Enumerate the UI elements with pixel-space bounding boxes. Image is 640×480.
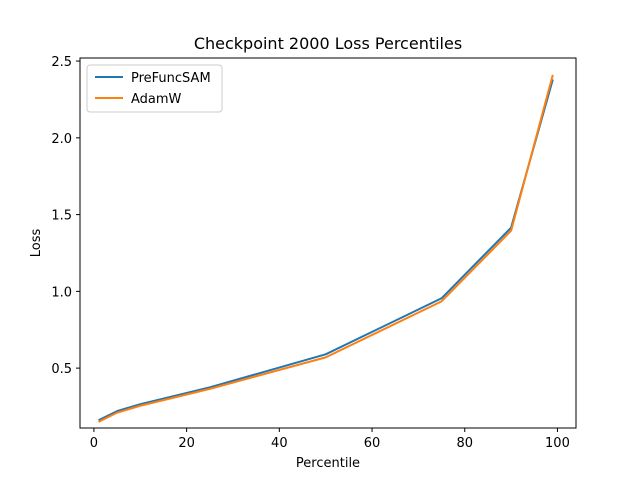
- plot-lines: [98, 74, 554, 423]
- x-tick-label: 40: [271, 436, 288, 451]
- series-line-adamw: [98, 74, 554, 423]
- plot-area-frame: [79, 57, 577, 429]
- legend-label-adamw: AdamW: [131, 92, 182, 107]
- x-tick-label: 0: [90, 436, 98, 451]
- x-tick-label: 60: [364, 436, 381, 451]
- x-tick-label: 80: [456, 436, 473, 451]
- y-tick-label: 0.5: [51, 362, 72, 377]
- y-axis-ticks: 0.5 1.0 1.5 2.0 2.5: [51, 55, 80, 377]
- legend: PreFuncSAM AdamW: [86, 64, 223, 113]
- chart-title: Checkpoint 2000 Loss Percentiles: [194, 34, 462, 53]
- series-line-prefuncsam: [98, 79, 554, 422]
- y-tick-label: 1.5: [51, 209, 72, 224]
- legend-label-prefuncsam: PreFuncSAM: [131, 71, 211, 86]
- y-tick-label: 2.5: [51, 55, 72, 70]
- x-axis-ticks: 0 20 40 60 80 100: [90, 428, 570, 451]
- y-tick-label: 1.0: [51, 285, 72, 300]
- x-tick-label: 100: [545, 436, 570, 451]
- y-tick-label: 2.0: [51, 132, 72, 147]
- x-tick-label: 20: [178, 436, 195, 451]
- y-axis-label: Loss: [29, 229, 44, 258]
- x-axis-label: Percentile: [296, 456, 360, 471]
